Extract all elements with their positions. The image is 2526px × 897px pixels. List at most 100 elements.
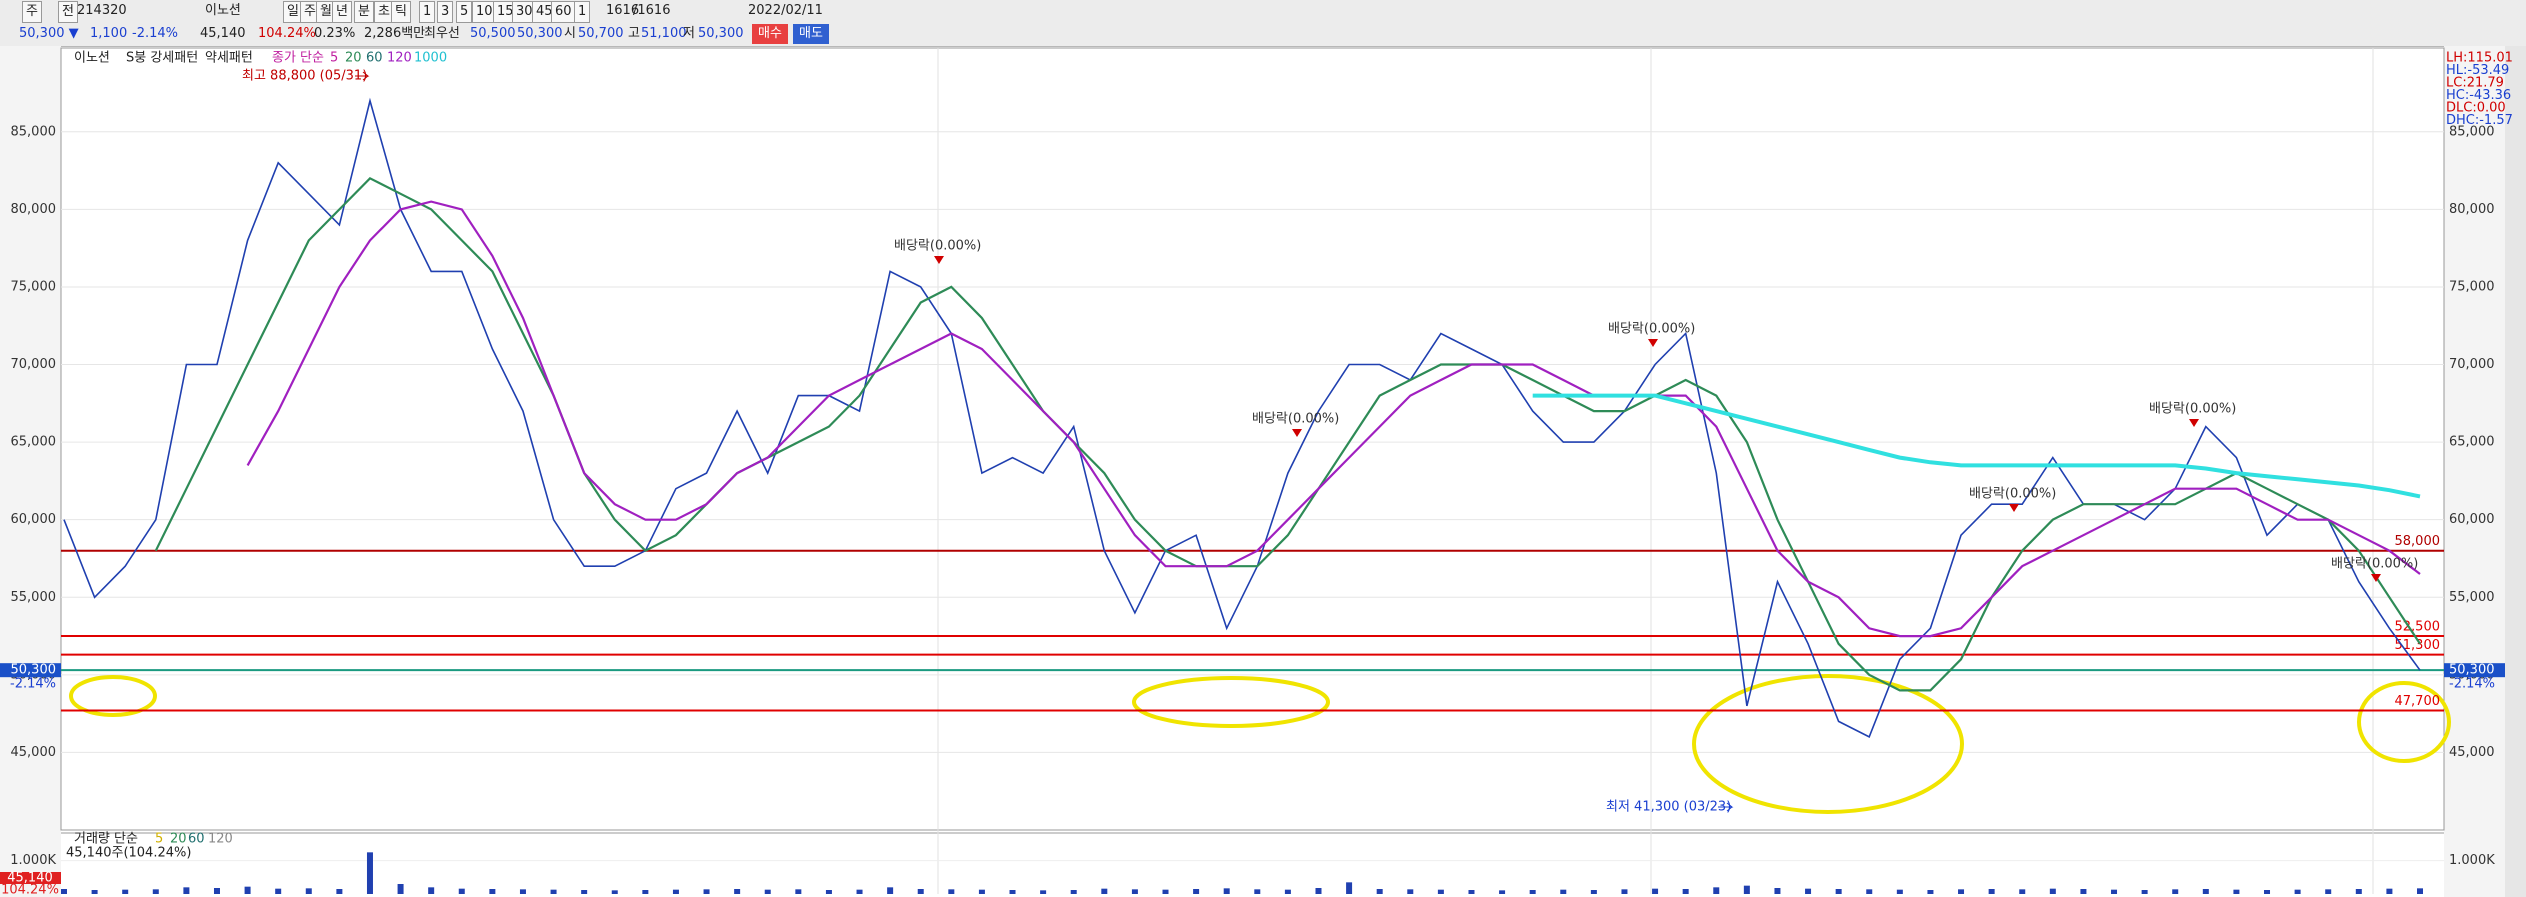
- toolbar-item[interactable]: 30: [512, 1, 537, 23]
- toolbar-item[interactable]: 5: [456, 1, 473, 23]
- right-stat: HL:-53.49: [2446, 63, 2509, 78]
- volume-bar: [397, 884, 404, 894]
- volume-bar: [887, 887, 894, 894]
- dividend-marker: [934, 256, 944, 264]
- volume-bar: [2141, 890, 2148, 894]
- toolbar-item: 50,500: [470, 26, 516, 41]
- high-annotation: 최고 88,800 (05/31): [242, 69, 367, 84]
- legend-item: 약세패턴: [205, 51, 253, 66]
- toolbar-item[interactable]: 분: [354, 1, 374, 23]
- y-tick-label: 65,000: [2449, 435, 2495, 450]
- volume-bar: [1468, 890, 1475, 894]
- toolbar: 주 전 214320 이노션 일 주 월 년 분 초 틱 1 3 5 10 15 30 45 60 1 1616/161…: [0, 0, 2526, 47]
- volume-bar: [1590, 890, 1597, 894]
- toolbar-item[interactable]: 이노션: [205, 3, 241, 18]
- volume-bar: [1315, 888, 1322, 894]
- toolbar-item[interactable]: 1: [574, 1, 591, 23]
- volume-bar: [91, 890, 98, 894]
- y-tick-label: 75,000: [2449, 279, 2495, 294]
- volume-bar: [2111, 889, 2118, 894]
- volume-bar: [2264, 890, 2271, 894]
- toolbar-item[interactable]: 60: [551, 1, 576, 23]
- dividend-label: 배당락(0.00%): [1608, 322, 1695, 337]
- volume-bar: [550, 889, 557, 894]
- level-label: 47,700: [2395, 694, 2441, 709]
- toolbar-item[interactable]: 1: [419, 1, 436, 23]
- current-price: 50,300: [11, 663, 57, 678]
- volume-bar: [2355, 889, 2362, 894]
- highlight-ellipse: [1132, 676, 1330, 728]
- y-tick-label: 55,000: [2449, 590, 2495, 605]
- dividend-label: 배당락(0.00%): [1969, 487, 2056, 502]
- toolbar-item[interactable]: 10: [472, 1, 497, 23]
- volume-bar: [305, 888, 312, 894]
- toolbar-item[interactable]: 45: [532, 1, 557, 23]
- volume-bar: [581, 890, 588, 894]
- toolbar-item[interactable]: 주: [22, 1, 42, 23]
- volume-bar: [2202, 889, 2209, 894]
- volume-bar: [1652, 888, 1659, 894]
- volume-bar: [2019, 889, 2026, 894]
- toolbar-item[interactable]: 월: [316, 1, 336, 23]
- legend-item: S붕 강세패턴: [126, 51, 198, 66]
- volume-bar: [734, 889, 741, 894]
- side-toolbar: [2505, 46, 2526, 897]
- volume-bar: [1193, 889, 1200, 894]
- volume-bar: [672, 889, 679, 894]
- toolbar-item[interactable]: 1616: [606, 3, 640, 18]
- y-tick-label: 70,000: [11, 357, 57, 372]
- volume-bar: [1682, 889, 1689, 894]
- highlight-ellipse: [69, 675, 157, 717]
- legend-item: 1000: [414, 51, 447, 66]
- volume-bar: [1040, 890, 1047, 894]
- toolbar-item[interactable]: 틱: [391, 1, 411, 23]
- volume-bar: [183, 887, 190, 894]
- y-tick-label: 75,000: [11, 279, 57, 294]
- dividend-label: 배당락(0.00%): [2331, 557, 2418, 572]
- legend-item: 종가 단순: [272, 51, 324, 66]
- toolbar-item[interactable]: 매수: [752, 24, 788, 44]
- volume-bar: [122, 889, 129, 894]
- volume-bar: [642, 890, 649, 894]
- y-tick-label: 85,000: [2449, 124, 2495, 139]
- toolbar-item[interactable]: 3: [437, 1, 454, 23]
- toolbar-item[interactable]: 년: [332, 1, 352, 23]
- volume-bar: [489, 889, 496, 894]
- volume-change: 104.24%: [1, 883, 59, 897]
- right-stat: LH:115.01: [2446, 51, 2513, 66]
- toolbar-item[interactable]: 2022/02/11: [748, 3, 823, 18]
- volume-bar: [1866, 889, 1873, 894]
- toolbar-item[interactable]: 전: [58, 1, 78, 23]
- volume-legend: 20: [170, 832, 187, 847]
- current-change: -2.14%: [10, 677, 56, 692]
- volume-bar: [795, 889, 802, 894]
- volume-bar: [825, 890, 832, 894]
- volume-tick-label: 1.000K: [2449, 853, 2495, 868]
- level-label: 51,300: [2395, 638, 2441, 653]
- volume-bar: [1131, 889, 1138, 894]
- ma-line: [1532, 393, 2421, 499]
- legend-item: 5: [330, 51, 338, 66]
- volume-bar: [152, 889, 159, 894]
- volume-summary: 45,140주(104.24%): [66, 846, 191, 861]
- volume-bar: [917, 889, 924, 894]
- volume-bar: [2325, 889, 2332, 894]
- toolbar-item[interactable]: 매도: [793, 24, 829, 44]
- dividend-marker: [2009, 504, 2019, 512]
- dividend-marker: [2371, 574, 2381, 582]
- volume-bar: [366, 852, 373, 894]
- volume-bar: [1254, 889, 1261, 894]
- volume-bar: [1896, 889, 1903, 894]
- y-tick-label: 80,000: [11, 202, 57, 217]
- toolbar-item[interactable]: /1616: [633, 3, 671, 18]
- toolbar-item: 45,140: [200, 26, 246, 41]
- volume-bar: [1835, 889, 1842, 894]
- toolbar-item: 214320: [77, 3, 127, 18]
- volume-bar: [458, 888, 465, 894]
- volume-bar: [1621, 889, 1628, 894]
- right-stat: DLC:0.00: [2446, 101, 2506, 116]
- level-label: 52,500: [2395, 620, 2441, 635]
- highlight-ellipse: [2357, 681, 2451, 763]
- volume-bar: [1805, 888, 1812, 894]
